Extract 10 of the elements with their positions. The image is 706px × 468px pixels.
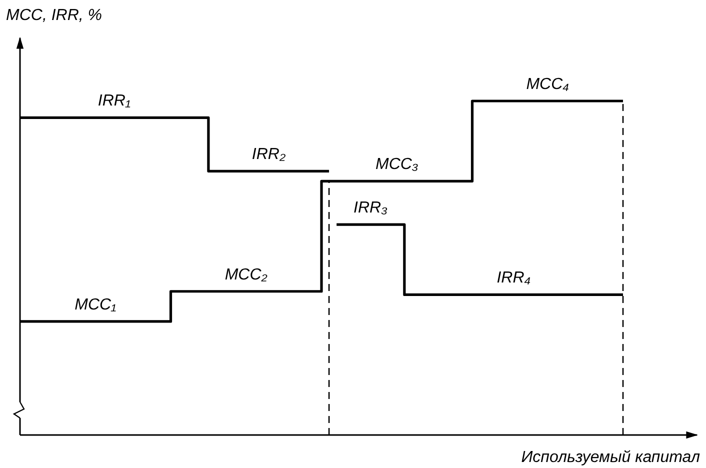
text: MCC₄ bbox=[526, 76, 570, 93]
y-axis-title: MCC, IRR, % bbox=[6, 7, 102, 24]
annotation: IRR₂ bbox=[252, 146, 286, 164]
annotation: IRR₄ bbox=[496, 270, 531, 287]
annotation: MCC₂ bbox=[224, 266, 268, 284]
annotation: MCC₁ bbox=[74, 296, 116, 314]
annotation: IRR₁ bbox=[98, 92, 131, 110]
annotation: MCC₃ bbox=[375, 156, 418, 174]
x-axis-title: Используемый капитал bbox=[521, 449, 700, 466]
annotation: IRR₃ bbox=[354, 200, 388, 217]
